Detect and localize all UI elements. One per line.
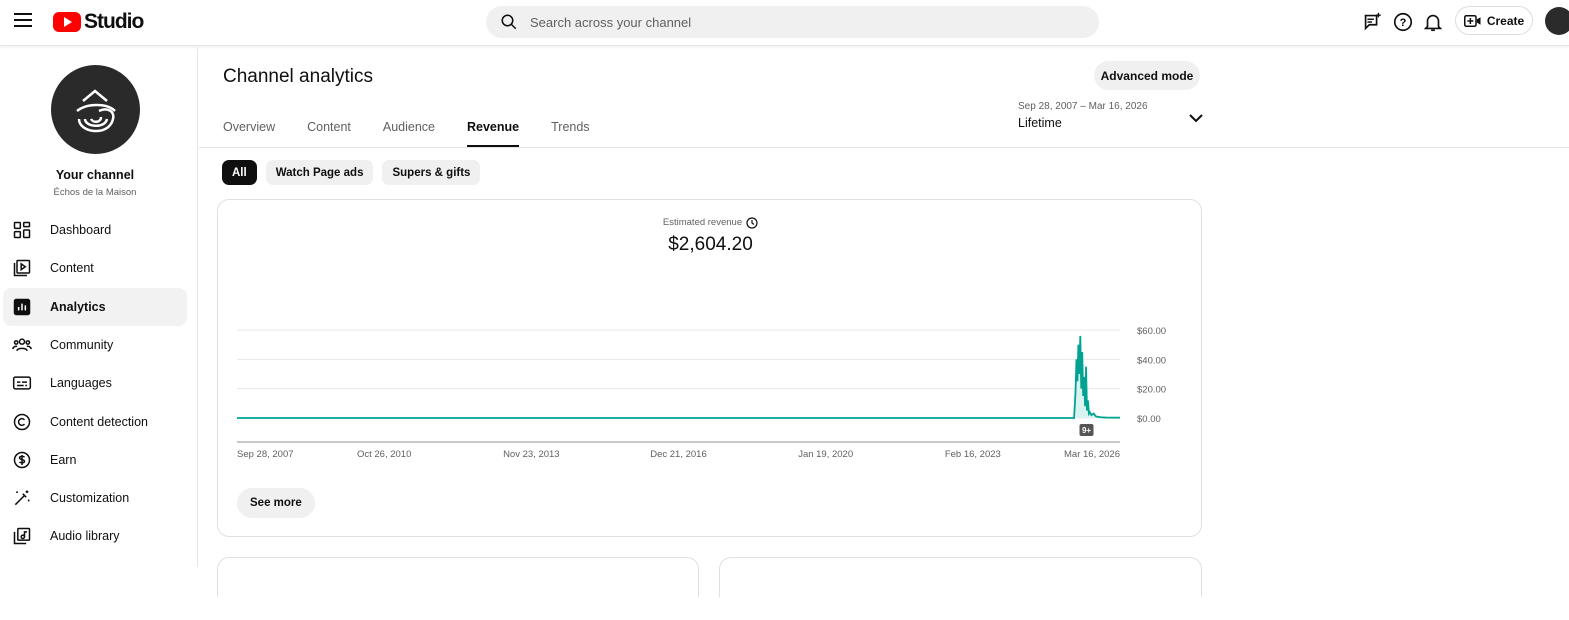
tab-overview[interactable]: Overview — [223, 120, 276, 134]
x-tick-label: Mar 16, 2026 — [1064, 449, 1120, 460]
secondary-card — [719, 557, 1202, 597]
community-icon — [12, 335, 32, 355]
channel-name: Échos de la Maison — [53, 187, 137, 198]
y-tick-label: $0.00 — [1137, 414, 1161, 425]
help-icon[interactable]: ? — [1392, 11, 1414, 33]
dollar-icon — [12, 450, 32, 470]
create-button[interactable]: Create — [1455, 6, 1533, 35]
search-icon — [501, 14, 517, 30]
marker-badge-label: 9+ — [1082, 426, 1091, 435]
x-tick-label: Dec 21, 2016 — [650, 449, 707, 460]
date-preset: Lifetime — [1018, 116, 1062, 130]
languages-icon — [12, 373, 32, 393]
tab-audience[interactable]: Audience — [382, 120, 435, 134]
secondary-card — [217, 557, 699, 597]
youtube-icon — [53, 12, 81, 32]
sidebar-item-audio-library[interactable]: Audio library — [3, 517, 187, 555]
sidebar-item-content[interactable]: Content — [3, 249, 187, 287]
see-more-button[interactable]: See more — [237, 488, 315, 518]
search-input[interactable] — [530, 14, 1050, 30]
x-tick-label: Sep 28, 2007 — [237, 449, 294, 460]
y-tick-label: $60.00 — [1137, 326, 1166, 337]
content-icon — [12, 258, 32, 278]
date-range: Sep 28, 2007 – Mar 16, 2026 — [1018, 101, 1148, 112]
sidebar-item-content-detection[interactable]: Content detection — [3, 403, 187, 441]
channel-title: Your channel — [55, 168, 135, 182]
y-tick-label: $40.00 — [1137, 355, 1166, 366]
sidebar-item-label: Earn — [50, 452, 77, 467]
top-bar: Studio ? Create — [0, 0, 1569, 46]
notifications-icon[interactable] — [1422, 11, 1444, 33]
create-label: Create — [1486, 13, 1525, 28]
divider — [199, 147, 1569, 148]
sidebar-item-label: Community — [50, 337, 114, 352]
y-tick-label: $20.00 — [1137, 385, 1166, 396]
sidebar-item-label: Customization — [50, 491, 130, 506]
revenue-chart[interactable]: $0.00 $20.00 $40.00 $60.00 Sep 28, 2007 Oct 2… — [218, 200, 1203, 470]
sidebar-item-earn[interactable]: Earn — [3, 441, 187, 479]
tab-revenue[interactable]: Revenue — [467, 120, 520, 147]
clock-icon[interactable] — [746, 216, 758, 229]
x-tick-label: Feb 16, 2023 — [945, 449, 1001, 460]
revenue-filter-chips: All Watch Page ads Supers & gifts — [222, 160, 481, 185]
series-line — [237, 335, 1121, 419]
logo-text: Studio — [84, 10, 144, 33]
sidebar-item-label: Dashboard — [50, 223, 112, 237]
svg-text:?: ? — [1400, 17, 1407, 29]
magic-wand-icon — [12, 488, 32, 508]
chip-watch-page-ads[interactable]: Watch Page ads — [265, 160, 374, 185]
studio-logo[interactable]: Studio — [53, 10, 144, 34]
sidebar-item-label: Languages — [50, 376, 112, 391]
tab-content[interactable]: Content — [307, 120, 351, 134]
analytics-tabs: Overview Content Audience Revenue Trends — [223, 120, 590, 147]
advanced-mode-button[interactable]: Advanced mode — [1094, 61, 1200, 90]
x-tick-label: Nov 23, 2013 — [503, 449, 560, 460]
sidebar: Your channel Échos de la Maison Dashboar… — [0, 47, 198, 567]
search-bar[interactable] — [486, 6, 1099, 38]
channel-avatar[interactable] — [51, 65, 140, 154]
sidebar-item-label: Analytics — [50, 299, 106, 314]
sidebar-item-label: Content detection — [50, 414, 148, 429]
menu-icon[interactable] — [14, 13, 32, 27]
marker-badge — [1079, 424, 1094, 436]
sidebar-item-languages[interactable]: Languages — [3, 364, 187, 402]
date-range-picker[interactable]: Sep 28, 2007 – Mar 16, 2026 Lifetime — [1018, 101, 1203, 133]
page-title: Channel analytics — [223, 66, 373, 87]
analytics-icon — [12, 297, 32, 317]
audio-library-icon — [12, 526, 32, 546]
dashboard-icon — [12, 220, 32, 240]
series-area — [237, 335, 1120, 418]
channel-logo-icon — [76, 89, 116, 133]
chevron-down-icon — [1189, 114, 1203, 123]
metric-value: $2,604.20 — [668, 234, 753, 255]
revenue-chart-card: Estimated revenue $2,604.20 $0.00 $20.00 $… — [217, 199, 1202, 537]
chip-supers-gifts[interactable]: Supers & gifts — [382, 160, 481, 185]
metric-label: Estimated revenue — [662, 217, 743, 228]
tab-trends[interactable]: Trends — [551, 120, 590, 134]
feedback-icon[interactable] — [1361, 11, 1383, 33]
sidebar-item-dashboard[interactable]: Dashboard — [3, 211, 187, 249]
x-tick-label: Oct 26, 2010 — [357, 449, 411, 460]
sidebar-item-label: Content — [50, 261, 94, 276]
copyright-icon — [12, 412, 32, 432]
sidebar-item-label: Audio library — [50, 529, 120, 544]
account-avatar[interactable] — [1545, 7, 1569, 35]
sidebar-item-analytics[interactable]: Analytics — [3, 287, 187, 326]
sidebar-item-community[interactable]: Community — [3, 326, 187, 364]
sidebar-item-customization[interactable]: Customization — [3, 479, 187, 517]
x-tick-label: Jan 19, 2020 — [798, 449, 853, 460]
video-add-icon — [1463, 14, 1481, 27]
chip-all[interactable]: All — [222, 160, 257, 185]
